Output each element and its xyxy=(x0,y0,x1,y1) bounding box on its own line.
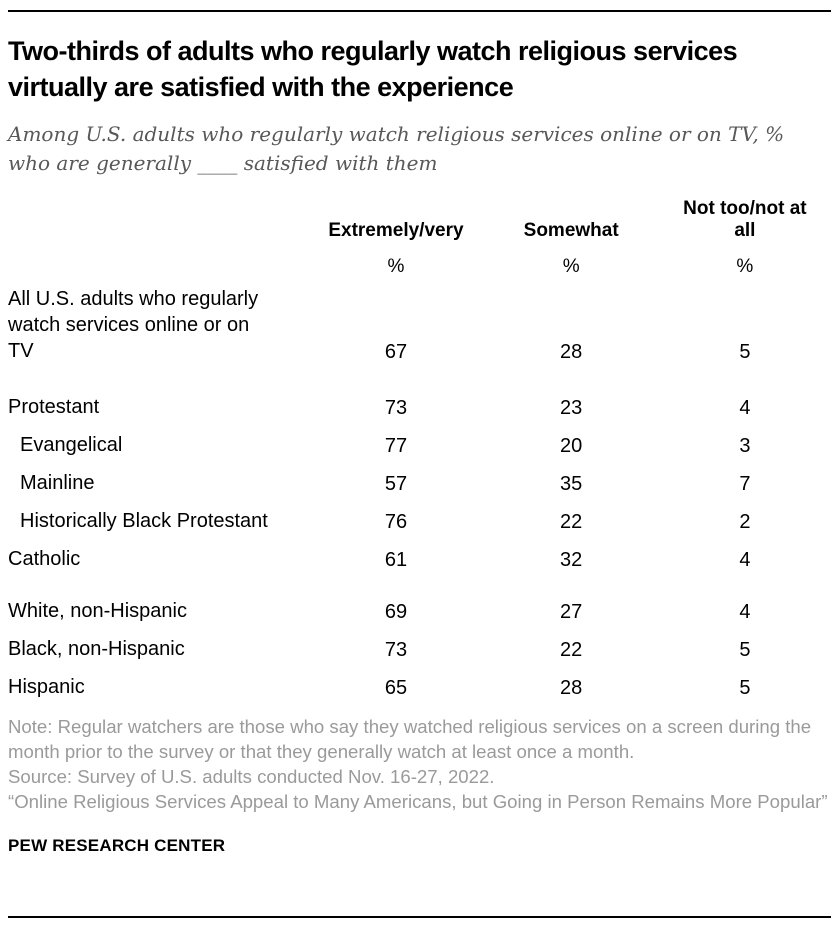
cell-value: 32 xyxy=(560,548,583,571)
column-header-not-too: Not too/not at all xyxy=(683,197,807,242)
cell-value: 22 xyxy=(560,510,583,533)
cell-value: 7 xyxy=(739,472,751,495)
cell-value: 67 xyxy=(384,340,408,363)
cell-value: 65 xyxy=(384,676,408,699)
cell-value: 3 xyxy=(739,434,751,457)
table-row-hispanic: Hispanic 65 28 5 xyxy=(8,668,831,706)
cell-value: 73 xyxy=(384,638,408,661)
pew-research-center-wordmark: PEW RESEARCH CENTER xyxy=(8,836,226,855)
table-row-catholic: Catholic 61 32 4 xyxy=(8,540,831,578)
cell-value: 23 xyxy=(560,396,583,419)
top-divider xyxy=(8,10,831,12)
column-header-somewhat: Somewhat xyxy=(523,220,619,242)
cell-value: 4 xyxy=(739,600,751,623)
cell-value: 22 xyxy=(560,638,583,661)
cell-value: 27 xyxy=(560,600,583,623)
cell-value: 77 xyxy=(384,434,408,457)
row-label: Evangelical xyxy=(20,433,123,456)
cell-value: 5 xyxy=(739,676,751,699)
row-label: Black, non-Hispanic xyxy=(8,637,185,660)
footnotes: Note: Regular watchers are those who say… xyxy=(8,714,831,814)
label-column-header xyxy=(8,184,308,243)
table-row-historically-black-protestant: Historically Black Protestant 76 22 2 xyxy=(8,502,831,540)
unit-percent: % xyxy=(562,255,580,277)
cell-value: 76 xyxy=(384,510,408,533)
bottom-divider xyxy=(8,916,831,918)
column-header-extremely-very: Extremely/very xyxy=(328,220,464,242)
figure-title: Two-thirds of adults who regularly watch… xyxy=(8,36,738,102)
unit-percent: % xyxy=(736,255,754,277)
report-figure: Two-thirds of adults who regularly watch… xyxy=(0,10,840,928)
unit-percent: % xyxy=(387,255,405,277)
table-unit-row: % % % xyxy=(8,243,831,280)
cell-value: 57 xyxy=(384,472,408,495)
table-header-row: Extremely/very Somewhat Not too/not at a… xyxy=(8,184,831,243)
cell-value: 2 xyxy=(739,510,751,533)
cell-value: 28 xyxy=(560,676,583,699)
row-label: Protestant xyxy=(8,395,100,418)
cell-value: 5 xyxy=(739,340,751,363)
table-row-evangelical: Evangelical 77 20 3 xyxy=(8,426,831,464)
satisfaction-table: Extremely/very Somewhat Not too/not at a… xyxy=(8,184,831,706)
row-label: Mainline xyxy=(20,471,95,494)
table-row-black-non-hispanic: Black, non-Hispanic 73 22 5 xyxy=(8,630,831,668)
table-row-protestant: Protestant 73 23 4 xyxy=(8,370,831,426)
cell-value: 73 xyxy=(384,396,408,419)
cell-value: 5 xyxy=(739,638,751,661)
cell-value: 35 xyxy=(560,472,583,495)
table-row-mainline: Mainline 57 35 7 xyxy=(8,464,831,502)
cell-value: 4 xyxy=(739,548,751,571)
note-text: Note: Regular watchers are those who say… xyxy=(8,715,812,762)
report-title-text: “Online Religious Services Appeal to Man… xyxy=(8,790,828,812)
cell-value: 28 xyxy=(560,340,583,363)
source-text: Source: Survey of U.S. adults conducted … xyxy=(8,765,495,787)
row-label: Hispanic xyxy=(8,675,85,698)
table-row-white-non-hispanic: White, non-Hispanic 69 27 4 xyxy=(8,578,831,630)
cell-value: 69 xyxy=(384,600,408,623)
cell-value: 20 xyxy=(560,434,583,457)
cell-value: 4 xyxy=(739,396,751,419)
cell-value: 61 xyxy=(384,548,408,571)
row-label: Historically Black Protestant xyxy=(20,509,268,532)
figure-subtitle: Among U.S. adults who regularly watch re… xyxy=(8,121,785,175)
row-label: White, non-Hispanic xyxy=(8,599,187,622)
row-label: All U.S. adults who regularly watch serv… xyxy=(8,287,259,362)
row-label: Catholic xyxy=(8,547,81,570)
table-row-all-adults: All U.S. adults who regularly watch serv… xyxy=(8,280,831,370)
